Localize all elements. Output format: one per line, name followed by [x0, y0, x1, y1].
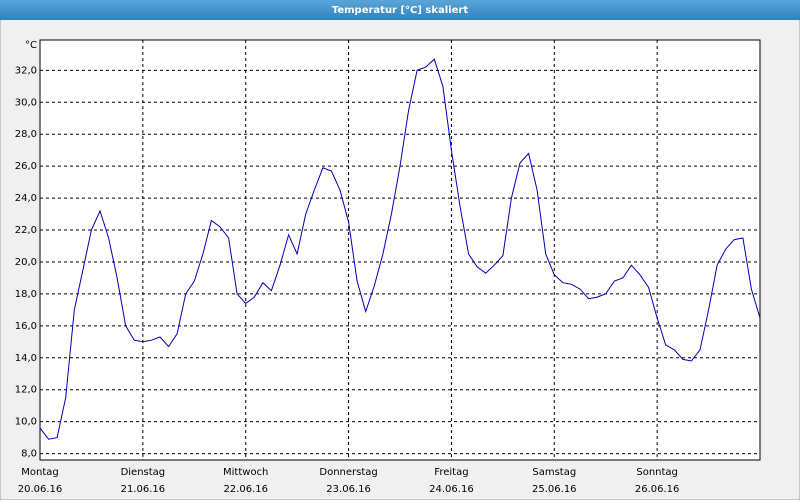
y-tick-label: 22,0: [15, 225, 37, 236]
plot-area: [39, 39, 761, 461]
data-line: [39, 58, 761, 440]
y-tick-label: 14,0: [15, 353, 37, 364]
x-tick-date: 22.06.16: [223, 484, 268, 495]
x-tick-label: Sonntag: [636, 467, 678, 478]
x-tick-date: 23.06.16: [326, 484, 371, 495]
y-tick-label: 28,0: [15, 129, 37, 140]
window-title: Temperatur [°C] skaliert: [332, 5, 469, 16]
x-tick-date: 24.06.16: [429, 484, 474, 495]
x-tick-label: Mittwoch: [223, 467, 268, 478]
y-tick-label: 26,0: [15, 161, 37, 172]
y-tick-label: 32,0: [15, 65, 37, 76]
y-tick-label: 20,0: [15, 257, 37, 268]
y-tick-label: 24,0: [15, 193, 37, 204]
y-tick-label: 8,0: [21, 449, 37, 460]
x-tick-date: 20.06.16: [18, 484, 63, 495]
x-tick-label: Donnerstag: [319, 467, 377, 478]
x-tick-date: 21.06.16: [121, 484, 166, 495]
x-tick-label: Samstag: [532, 467, 576, 478]
y-tick-label: 16,0: [15, 321, 37, 332]
y-tick-label: 12,0: [15, 385, 37, 396]
y-unit-label: °C: [25, 40, 37, 51]
x-tick-label: Dienstag: [121, 467, 166, 478]
x-tick-date: 26.06.16: [635, 484, 680, 495]
title-bar: [0, 0, 800, 20]
y-tick-label: 30,0: [15, 97, 37, 108]
y-tick-label: 10,0: [15, 417, 37, 428]
x-tick-label: Freitag: [434, 467, 468, 478]
y-tick-label: 18,0: [15, 289, 37, 300]
x-tick-label: Montag: [21, 467, 58, 478]
x-tick-date: 25.06.16: [532, 484, 577, 495]
